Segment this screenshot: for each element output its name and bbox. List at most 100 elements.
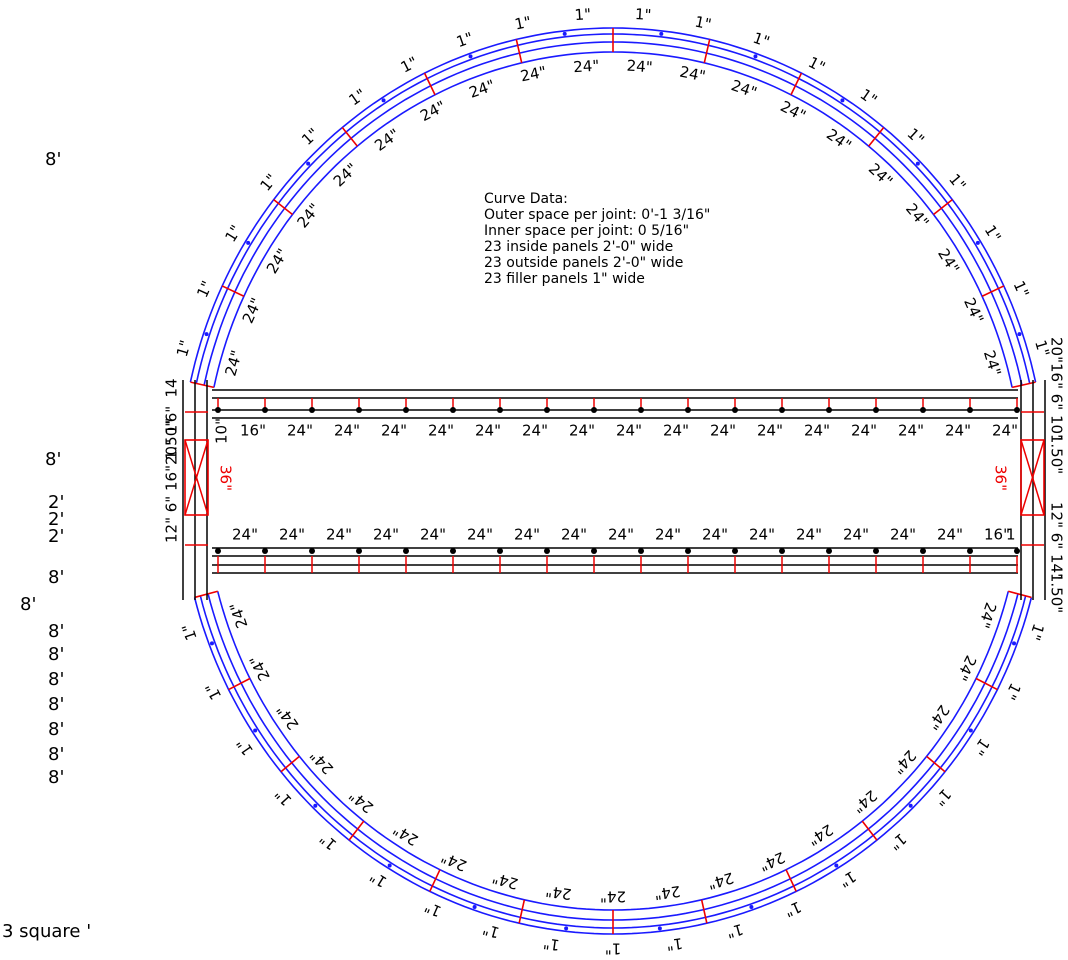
end-label: 16": [1048, 363, 1066, 389]
joint-dot: [975, 240, 980, 245]
wall-label: 24": [232, 526, 258, 544]
end-label: 12": [1048, 502, 1066, 528]
wall-label: 24": [381, 422, 407, 440]
joint-dot: [908, 803, 913, 808]
line: [700, 899, 708, 924]
ring-label: 24": [902, 200, 932, 232]
wall-label: 24": [561, 526, 587, 544]
end-label: 6": [163, 406, 181, 422]
wall-dot: [873, 548, 879, 554]
wall-label: 16": [984, 526, 1010, 544]
end-label: 20": [163, 439, 181, 465]
wall-dot: [356, 548, 362, 554]
joint-dot: [968, 728, 973, 733]
joint-dot: [246, 240, 251, 245]
ring-label: 1": [1001, 680, 1024, 703]
end-label: 12": [163, 517, 181, 543]
line: [515, 39, 523, 64]
line: [861, 820, 878, 841]
joint-dot: [749, 905, 754, 910]
side-label: 8': [48, 669, 64, 690]
end-label: 6": [163, 496, 181, 512]
notes-line: Outer space per joint: 0'-1 3/16": [484, 207, 710, 223]
wall-dot: [638, 548, 644, 554]
wall-dot: [544, 407, 550, 413]
wall-label: 24": [475, 422, 501, 440]
ring-label: 1": [857, 85, 881, 109]
ring-label: 1": [221, 222, 245, 245]
wall-label: 24": [804, 422, 830, 440]
wall-dot: [309, 548, 315, 554]
ring-label: 24": [729, 76, 759, 102]
ring-label: 1": [693, 13, 713, 34]
ring-label: 24": [519, 63, 548, 86]
line: [280, 755, 300, 773]
line: [221, 285, 245, 298]
wall-label: 24": [898, 422, 924, 440]
end-label: 1.50": [163, 420, 181, 460]
line: [423, 72, 436, 96]
wall-dot: [920, 407, 926, 413]
door-label: 36": [992, 465, 1010, 491]
line: [273, 198, 293, 216]
wall-label: 24": [514, 526, 540, 544]
ring-label: 1": [782, 897, 804, 920]
ring-label: 24": [226, 600, 251, 630]
wall-dot: [779, 548, 785, 554]
joint-dot: [204, 332, 209, 337]
wall-dot: [497, 548, 503, 554]
joint-dot: [915, 161, 920, 166]
ring-label: 24": [544, 882, 572, 903]
joint-dot: [381, 98, 386, 103]
wall-dot: [544, 548, 550, 554]
ring-label: 1": [805, 53, 828, 77]
ring-label: 1": [574, 5, 592, 24]
wall-dot: [779, 407, 785, 413]
ring-label: 24": [263, 245, 292, 277]
line: [194, 590, 218, 599]
ring-label: 1": [256, 170, 280, 194]
line: [703, 39, 711, 64]
wall-label: 24": [616, 422, 642, 440]
joint-dot: [564, 926, 569, 931]
wall-label: 24": [334, 422, 360, 440]
wall-dot: [262, 548, 268, 554]
ring-label: 24": [934, 245, 963, 277]
footer-label: 3 square ': [2, 921, 91, 942]
line: [981, 285, 1005, 298]
wall-dot: [1014, 548, 1020, 554]
wall-label: 24": [420, 526, 446, 544]
wall-dot: [873, 407, 879, 413]
ring-label: 24": [980, 348, 1005, 378]
joint-dot: [472, 905, 477, 910]
end-label: 1.50": [1048, 573, 1066, 613]
side-label: 8': [48, 767, 64, 788]
ring-label: 1": [173, 338, 195, 359]
ring-label: 1": [665, 934, 684, 954]
wall-label: 24": [945, 422, 971, 440]
ring-label: 1": [1025, 621, 1047, 642]
joint-dot: [468, 54, 473, 59]
wall-label: 24": [467, 526, 493, 544]
wall-label: 24": [655, 526, 681, 544]
wall-label: 24": [937, 526, 963, 544]
ring-label: 24": [706, 869, 736, 893]
wall-label: 10": [213, 418, 231, 444]
ring-label: 1": [454, 29, 475, 51]
joint-dot: [1017, 332, 1022, 337]
line: [790, 72, 803, 96]
notes-line: 23 filler panels 1" wide: [484, 271, 645, 287]
joint-dot: [253, 728, 258, 733]
side-label: 8': [48, 621, 64, 642]
ring-label: 1": [193, 278, 216, 300]
line: [926, 755, 946, 773]
line: [184, 439, 209, 516]
wall-label: 24": [373, 526, 399, 544]
line: [518, 899, 526, 924]
wall-label: 1: [1006, 526, 1016, 544]
ring-label: 1": [233, 735, 257, 759]
wall-label: 24": [757, 422, 783, 440]
wall-label: 24": [749, 526, 775, 544]
ring-label: 1": [298, 125, 322, 149]
wall-dot: [403, 548, 409, 554]
